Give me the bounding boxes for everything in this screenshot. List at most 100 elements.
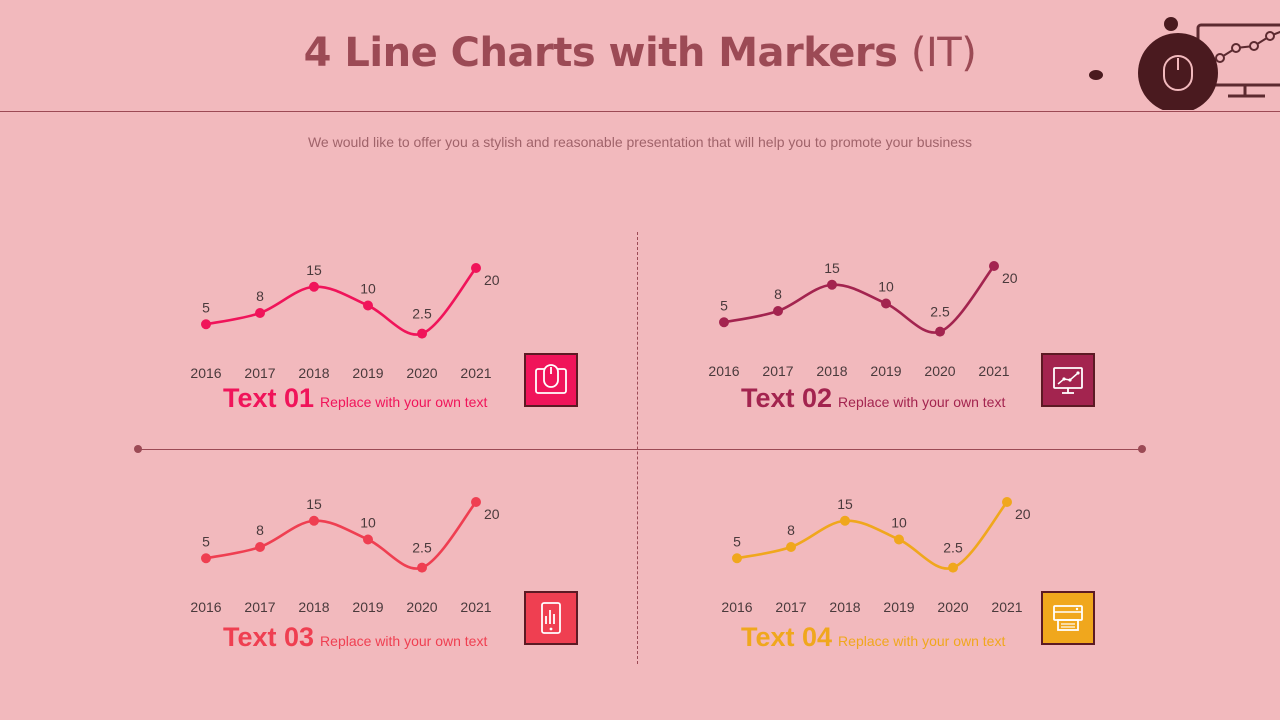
data-label-2019: 10	[891, 515, 907, 531]
vertical-divider	[637, 232, 638, 664]
data-label-2021: 20	[484, 272, 500, 288]
header-divider	[0, 111, 1280, 112]
data-label-2021: 20	[1002, 270, 1018, 286]
divider-dot-left	[134, 445, 142, 453]
data-point-2021	[989, 261, 999, 271]
data-label-2018: 15	[306, 496, 322, 512]
data-point-2019	[881, 298, 891, 309]
x-tick-label-2019: 2019	[870, 363, 901, 379]
x-tick-label-2017: 2017	[244, 365, 275, 381]
data-label-2020: 2.5	[412, 306, 432, 322]
header-decoration-computer-icon	[1089, 17, 1280, 110]
data-label-2016: 5	[202, 533, 210, 549]
chart-1-description: Replace with your own text	[320, 394, 488, 410]
x-tick-label-2020: 2020	[937, 599, 968, 615]
x-tick-label-2020: 2020	[924, 363, 955, 379]
x-tick-label-2021: 2021	[991, 599, 1022, 615]
data-label-2017: 8	[787, 522, 795, 538]
x-tick-label-2019: 2019	[883, 599, 914, 615]
data-point-2017	[255, 542, 265, 552]
data-point-2021	[471, 497, 481, 507]
chart-4-caption: Text 04 Replace with your own text	[741, 622, 1005, 653]
data-label-2021: 20	[1015, 506, 1031, 522]
data-point-2019	[363, 534, 373, 545]
x-tick-label-2017: 2017	[244, 599, 275, 615]
x-tick-label-2017: 2017	[762, 363, 793, 379]
series-line	[736, 501, 1009, 570]
data-point-2020	[948, 562, 958, 573]
divider-dot-right	[1138, 445, 1146, 453]
data-point-2021	[1002, 497, 1012, 507]
data-point-2016	[719, 317, 729, 328]
chart-1-caption: Text 01 Replace with your own text	[223, 383, 487, 414]
x-tick-label-2018: 2018	[829, 599, 860, 615]
chart-2-description: Replace with your own text	[838, 394, 1006, 410]
data-point-2019	[363, 300, 373, 311]
x-tick-label-2020: 2020	[406, 365, 437, 381]
data-label-2017: 8	[256, 288, 264, 304]
data-point-2020	[417, 328, 427, 339]
title-tag: (IT)	[910, 30, 977, 76]
chart-3-title: Text 03	[223, 622, 315, 652]
monitor-chart-icon	[1053, 367, 1083, 394]
tablet-chart-icon	[541, 602, 561, 634]
x-tick-label-2021: 2021	[460, 365, 491, 381]
x-tick-label-2020: 2020	[406, 599, 437, 615]
data-label-2016: 5	[733, 533, 741, 549]
chart-3-description: Replace with your own text	[320, 633, 488, 649]
data-label-2019: 10	[360, 281, 376, 297]
x-tick-label-2018: 2018	[816, 363, 847, 379]
data-label-2018: 15	[306, 262, 322, 278]
x-tick-label-2016: 2016	[708, 363, 739, 379]
data-label-2018: 15	[824, 260, 840, 276]
x-tick-label-2021: 2021	[460, 599, 491, 615]
data-label-2020: 2.5	[930, 304, 950, 320]
data-point-2018	[827, 279, 837, 290]
data-point-2021	[471, 263, 481, 273]
chart-1-icon-box	[524, 353, 578, 407]
data-point-2020	[417, 562, 427, 573]
data-label-2020: 2.5	[943, 540, 963, 556]
data-point-2018	[840, 515, 850, 526]
data-point-2016	[732, 553, 742, 564]
x-tick-label-2018: 2018	[298, 599, 329, 615]
data-point-2019	[894, 534, 904, 545]
title-main: 4 Line Charts with Markers	[303, 30, 898, 76]
chart-4-description: Replace with your own text	[838, 633, 1006, 649]
chart-1-title: Text 01	[223, 383, 315, 413]
printer-icon	[1053, 605, 1083, 631]
series-line	[205, 267, 478, 336]
data-label-2017: 8	[256, 522, 264, 538]
x-tick-label-2016: 2016	[721, 599, 752, 615]
data-label-2019: 10	[360, 515, 376, 531]
series-line	[723, 265, 996, 334]
chart-2-title: Text 02	[741, 383, 833, 413]
x-tick-label-2018: 2018	[298, 365, 329, 381]
page-title: 4 Line Charts with Markers (IT)	[0, 30, 1280, 76]
mouse-icon	[535, 364, 567, 394]
chart-3-caption: Text 03 Replace with your own text	[223, 622, 487, 653]
data-label-2017: 8	[774, 286, 782, 302]
page-subtitle: We would like to offer you a stylish and…	[307, 134, 973, 150]
series-line	[205, 501, 478, 570]
horizontal-divider	[138, 449, 1142, 450]
x-tick-label-2019: 2019	[352, 365, 383, 381]
chart-4-title: Text 04	[741, 622, 833, 652]
data-point-2017	[255, 308, 265, 318]
data-point-2016	[201, 319, 211, 330]
data-point-2017	[773, 306, 783, 316]
data-point-2018	[309, 515, 319, 526]
x-tick-label-2019: 2019	[352, 599, 383, 615]
data-label-2021: 20	[484, 506, 500, 522]
data-label-2016: 5	[720, 297, 728, 313]
x-tick-label-2021: 2021	[978, 363, 1009, 379]
chart-3-icon-box	[524, 591, 578, 645]
chart-2-caption: Text 02 Replace with your own text	[741, 383, 1005, 414]
data-point-2016	[201, 553, 211, 564]
data-point-2018	[309, 281, 319, 292]
data-label-2020: 2.5	[412, 540, 432, 556]
